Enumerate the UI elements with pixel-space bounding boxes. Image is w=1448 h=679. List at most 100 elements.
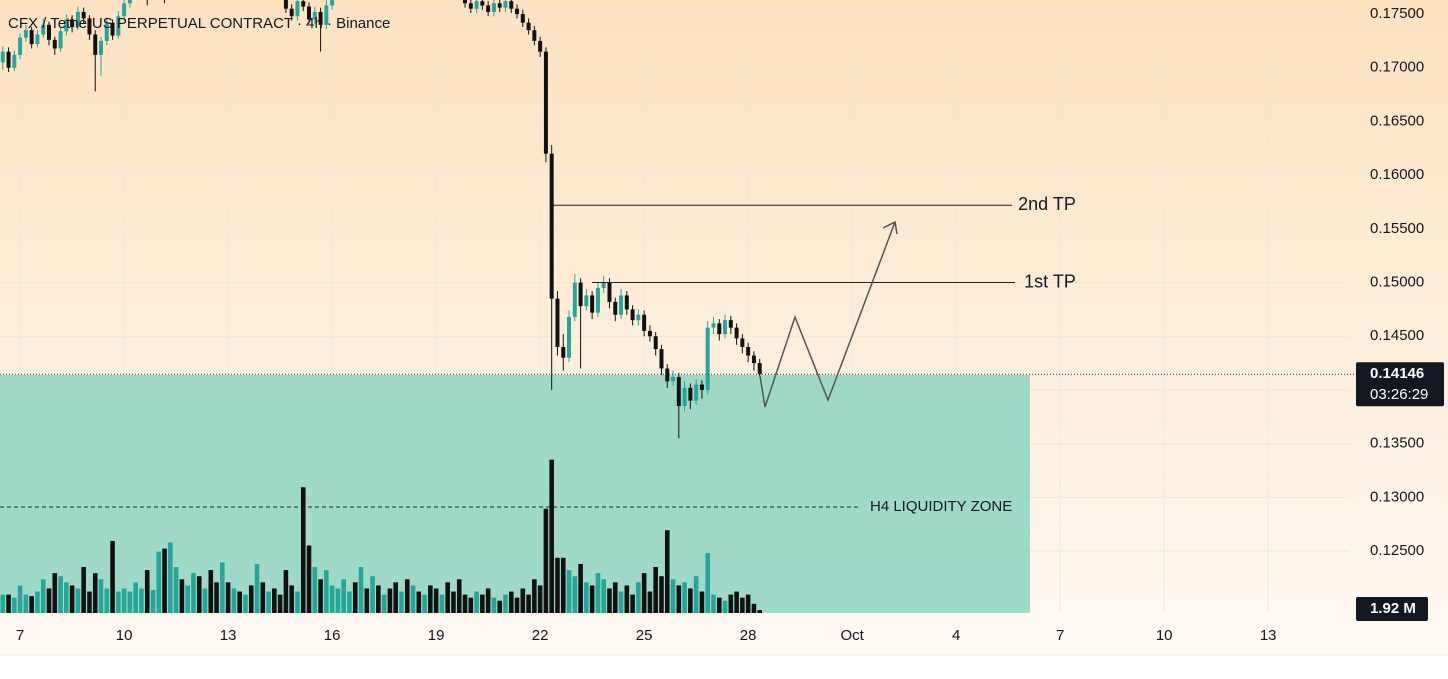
volume-bar	[381, 594, 387, 613]
candle-body	[619, 295, 624, 315]
projection-path	[759, 221, 896, 408]
volume-bar	[647, 591, 653, 613]
volume-bar	[300, 487, 306, 613]
volume-bar	[283, 570, 289, 613]
candle-body	[561, 346, 566, 358]
volume-bar	[58, 576, 63, 613]
candle-body	[87, 18, 92, 35]
volume-label-box	[1356, 597, 1428, 622]
x-tick-label: 16	[324, 627, 341, 644]
y-tick-label: 0.16500	[1370, 112, 1424, 129]
volume-bar	[514, 597, 520, 613]
volume-bar	[231, 588, 237, 613]
volume-bar	[578, 563, 583, 613]
volume-bar	[480, 594, 485, 613]
volume-bar	[468, 597, 474, 613]
volume-bar	[98, 579, 104, 613]
candle-body	[486, 5, 491, 12]
volume-bar	[121, 588, 127, 613]
candle-body	[307, 6, 312, 20]
volume-bar	[393, 582, 398, 613]
candle-body	[324, 5, 329, 25]
volume-bar	[508, 591, 514, 613]
candle-body	[671, 377, 676, 382]
volume-bar	[497, 600, 502, 613]
volume-bar	[150, 590, 156, 613]
volume-bar	[549, 459, 554, 613]
target-label: 1st TP	[1024, 271, 1076, 291]
candle-body	[127, 0, 132, 4]
y-tick-label: 0.12500	[1370, 542, 1424, 559]
volume-bar	[29, 596, 34, 613]
x-tick-label: 10	[1156, 627, 1173, 644]
x-tick-label: 4	[952, 627, 960, 644]
candle-body	[6, 51, 11, 68]
volume-bar	[289, 585, 294, 613]
volume-bar	[728, 594, 734, 613]
candle-body	[81, 11, 86, 19]
volume-bar	[370, 576, 375, 613]
candle-body	[497, 3, 502, 8]
candle-body	[503, 1, 508, 8]
volume-bar	[352, 582, 358, 613]
x-tick-label: 28	[740, 627, 757, 644]
candle-body	[567, 316, 572, 358]
candle-body	[122, 3, 127, 17]
candle-body	[46, 24, 51, 40]
target-label: 2nd TP	[1018, 194, 1076, 214]
volume-bar	[624, 585, 630, 613]
volume-bar	[572, 576, 578, 613]
volume-bar	[601, 579, 606, 613]
candle-body	[555, 298, 560, 347]
volume-bar	[560, 557, 566, 613]
candle-body	[688, 387, 693, 401]
volume-bar	[248, 585, 254, 613]
candle-body	[98, 40, 103, 55]
y-tick-label: 0.13000	[1370, 488, 1424, 505]
volume-bar	[526, 594, 531, 613]
candle-body	[70, 19, 75, 27]
x-tick-label: 7	[16, 627, 24, 644]
candle-body	[642, 314, 647, 331]
volume-bar	[584, 582, 589, 613]
candle-body	[647, 330, 652, 337]
volume-bar	[52, 573, 58, 613]
volume-bar	[612, 582, 618, 613]
volume-bar	[676, 585, 682, 613]
volume-bar	[6, 594, 11, 613]
volume-bar	[318, 579, 323, 613]
volume-bar	[156, 551, 162, 613]
volume-bar	[104, 588, 110, 613]
volume-bar	[81, 567, 86, 613]
volume-bar	[40, 579, 46, 613]
volume-bar	[214, 582, 219, 613]
chart-title: CFX / TetherUS PERPETUAL CONTRACT · 4h ·…	[8, 15, 390, 32]
volume-bar	[543, 508, 549, 613]
candle-body	[52, 39, 57, 49]
candle-body	[58, 31, 63, 49]
volume-bar	[295, 591, 300, 613]
volume-label: 1.92 M	[1370, 600, 1416, 617]
candle-body	[728, 320, 733, 328]
candle-body	[572, 282, 577, 317]
candle-body	[723, 320, 728, 335]
volume-bar	[46, 588, 52, 613]
candle-body	[515, 8, 520, 15]
candle-body	[12, 54, 17, 68]
volume-bar	[75, 588, 81, 613]
volume-bar	[179, 579, 185, 613]
volume-bar	[439, 594, 445, 613]
candle-body	[549, 153, 554, 299]
candle-body	[659, 349, 664, 369]
y-tick-label: 0.15000	[1370, 274, 1424, 291]
candle-body	[613, 301, 618, 315]
volume-bar	[266, 591, 271, 613]
zone-label: H4 LIQUIDITY ZONE	[870, 498, 1012, 515]
candle-body	[41, 24, 46, 35]
volume-bar	[196, 576, 202, 613]
x-tick-label: 13	[1260, 627, 1277, 644]
candle-body	[104, 22, 109, 41]
candle-body	[532, 30, 537, 41]
candle-body	[509, 1, 514, 9]
volume-bar	[485, 588, 491, 613]
